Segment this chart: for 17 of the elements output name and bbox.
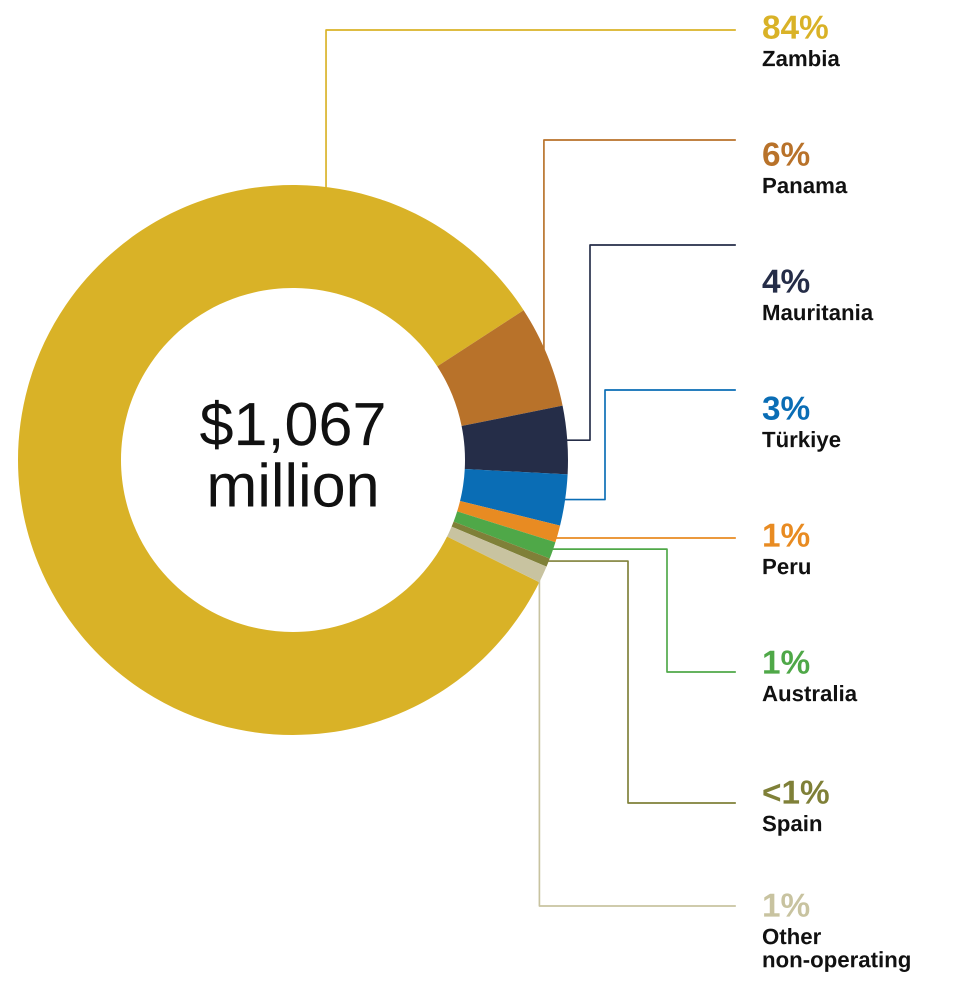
data-label: 6% xyxy=(763,142,810,166)
slice-label: Spain xyxy=(762,815,822,836)
text: $1,067 million xyxy=(200,400,384,508)
data-label: <1% xyxy=(763,780,829,804)
data-label: 1% xyxy=(764,523,810,547)
data-label: 1% xyxy=(764,650,810,674)
slice-label: Other non-operating xyxy=(762,928,910,972)
slice-label: Peru xyxy=(763,558,810,574)
slice-label: Türkiye xyxy=(762,431,840,452)
data-label: 4% xyxy=(762,269,810,293)
slice-label: Australia xyxy=(762,685,858,702)
data-label: 84% xyxy=(763,15,828,39)
slice-label: Panama xyxy=(763,178,848,194)
slice-label: Mauritania xyxy=(763,304,874,320)
data-label: 1% xyxy=(764,893,810,917)
data-label: 3% xyxy=(762,396,810,420)
slice-label: Zambia xyxy=(762,50,840,66)
